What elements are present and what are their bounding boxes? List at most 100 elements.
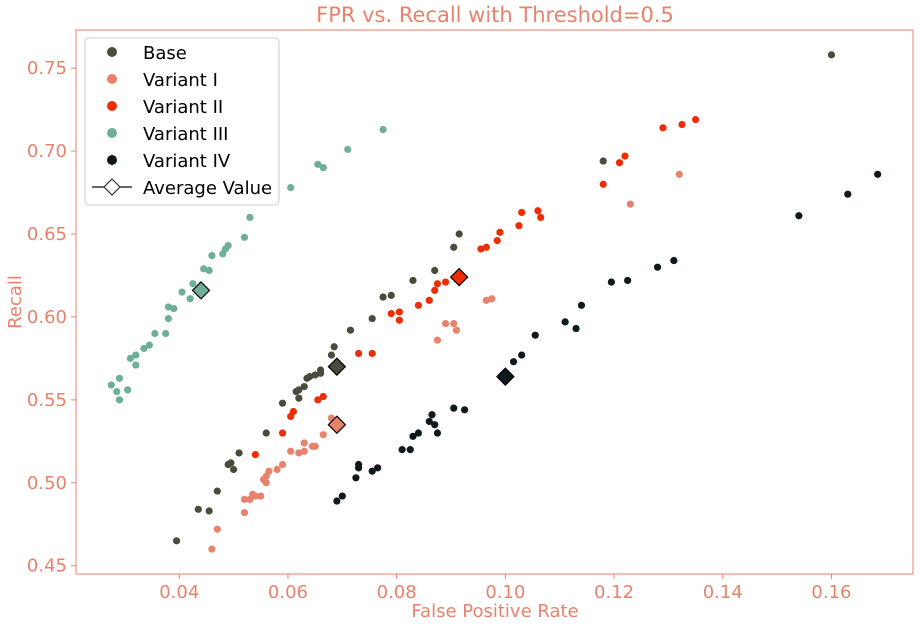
point-variant-i [488,295,496,303]
point-base [278,399,287,407]
legend-box [84,37,280,206]
point-variant-iv [874,170,882,178]
point-variant-i [452,326,461,334]
y-tick-label: 0.70 [27,141,67,162]
point-variant-i [208,545,216,553]
point-base [409,276,417,285]
point-variant-ii [289,407,298,416]
point-variant-iv [338,492,346,500]
point-variant-ii [395,308,403,316]
legend-marker-variant-iv [107,155,117,165]
point-variant-ii [482,243,490,251]
point-variant-iv [518,351,526,359]
point-base [172,537,181,545]
point-variant-ii [599,180,607,188]
point-variant-iv [433,429,442,437]
point-variant-ii [537,213,545,222]
point-variant-ii [251,450,259,459]
point-variant-iv [398,446,406,454]
point-variant-ii [387,310,395,318]
point-variant-ii [515,222,523,230]
legend-item-variant-i: Variant I [107,70,218,91]
point-variant-i [433,336,442,344]
point-variant-iii [287,183,295,192]
x-tick-label: 0.14 [703,582,743,603]
point-base [235,449,243,457]
point-variant-iv [333,497,341,505]
point-variant-i [273,465,281,474]
point-variant-iii [224,242,232,250]
plot-frame [75,29,914,575]
legend-label-variant-iv: Variant IV [143,151,231,172]
legend-label-variant-i: Variant I [143,70,218,91]
point-variant-ii [425,296,433,304]
point-variant-ii [314,396,322,404]
legend-marker-variant-ii [107,101,117,111]
y-tick-label: 0.50 [27,473,67,494]
legend: Base Variant I Variant II Variant III Va… [84,37,280,206]
point-variant-i [300,447,308,455]
point-variant-ii [496,228,504,236]
point-variant-i [262,479,270,487]
legend-item-base: Base [107,43,187,64]
point-variant-ii [691,115,700,124]
point-variant-iii [132,351,140,359]
average-marker-variant-ii [449,267,469,287]
x-tick-label: 0.16 [811,582,851,603]
point-variant-i [626,200,634,208]
point-variant-ii [433,280,442,288]
point-variant-ii [278,429,287,437]
point-variant-iv [577,301,586,309]
point-variant-iii [115,374,124,382]
point-base [346,326,355,334]
point-variant-i [240,495,249,503]
point-base [316,369,325,377]
point-variant-iv [374,464,382,472]
point-variant-ii [678,120,686,129]
point-variant-iii [162,329,170,338]
y-tick-label: 0.60 [27,307,67,328]
point-base [431,266,439,275]
legend-item-variant-iv: Variant IV [107,151,231,172]
point-variant-iv [624,276,632,285]
point-variant-iii [124,386,132,394]
point-variant-i [675,170,683,178]
point-variant-iii [319,164,327,172]
y-tick-label: 0.45 [27,556,67,577]
y-tick-label: 0.65 [27,224,67,245]
average-marker-variant-i [327,415,347,435]
point-variant-iii [208,251,216,260]
point-variant-iv [509,358,518,366]
point-variant-iii [246,213,254,222]
x-tick-label: 0.08 [377,582,417,603]
point-variant-iv [844,190,852,198]
legend-label-base: Base [143,43,187,64]
point-variant-iii [240,233,249,241]
point-base [227,459,235,467]
point-variant-iv [414,429,423,437]
point-variant-i [300,439,308,447]
point-base [311,371,319,379]
x-tick-label: 0.06 [268,582,308,603]
point-variant-ii [477,245,485,253]
average-marker-base [327,357,347,377]
point-variant-iii [379,125,387,134]
point-variant-ii [518,208,526,217]
point-variant-ii [441,278,450,286]
point-variant-i [251,492,259,500]
point-variant-i [265,467,273,475]
point-variant-i [257,492,265,500]
x-tick-label: 0.10 [485,582,525,603]
point-base [450,243,458,251]
average-marker-variant-iv [496,367,515,386]
y-axis-ticks: 0.45 0.50 0.55 0.60 0.65 0.70 0.75 [27,58,76,577]
y-tick-label: 0.55 [27,390,67,411]
point-variant-iv [352,474,360,482]
point-variant-ii [493,237,501,245]
point-base [455,230,463,238]
point-variant-iv [450,404,458,412]
point-base [262,429,270,437]
point-variant-iii [140,344,148,353]
point-variant-ii [621,152,629,160]
point-variant-iv [561,318,569,326]
